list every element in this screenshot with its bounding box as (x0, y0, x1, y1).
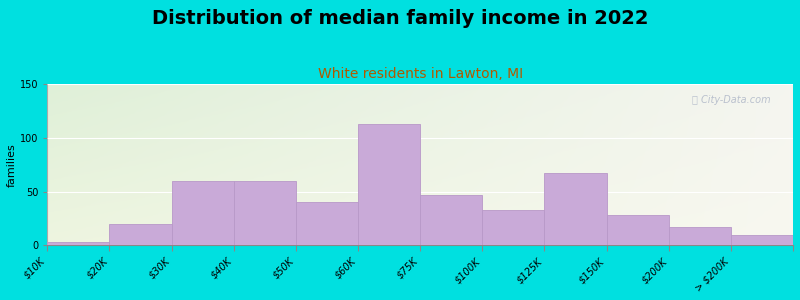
Bar (731, 235, 793, 245)
Bar (358, 124, 420, 245)
Bar (110, 224, 171, 245)
Bar (545, 173, 606, 245)
Y-axis label: families: families (7, 143, 17, 187)
Text: Distribution of median family income in 2022: Distribution of median family income in … (152, 9, 648, 28)
Bar (296, 202, 358, 245)
Bar (606, 215, 669, 245)
Bar (482, 210, 545, 245)
Text: Ⓢ City-Data.com: Ⓢ City-Data.com (692, 95, 770, 105)
Bar (171, 181, 234, 245)
Bar (669, 227, 731, 245)
Title: White residents in Lawton, MI: White residents in Lawton, MI (318, 68, 522, 81)
Bar (234, 181, 296, 245)
Bar (47, 242, 110, 245)
Bar (420, 195, 482, 245)
